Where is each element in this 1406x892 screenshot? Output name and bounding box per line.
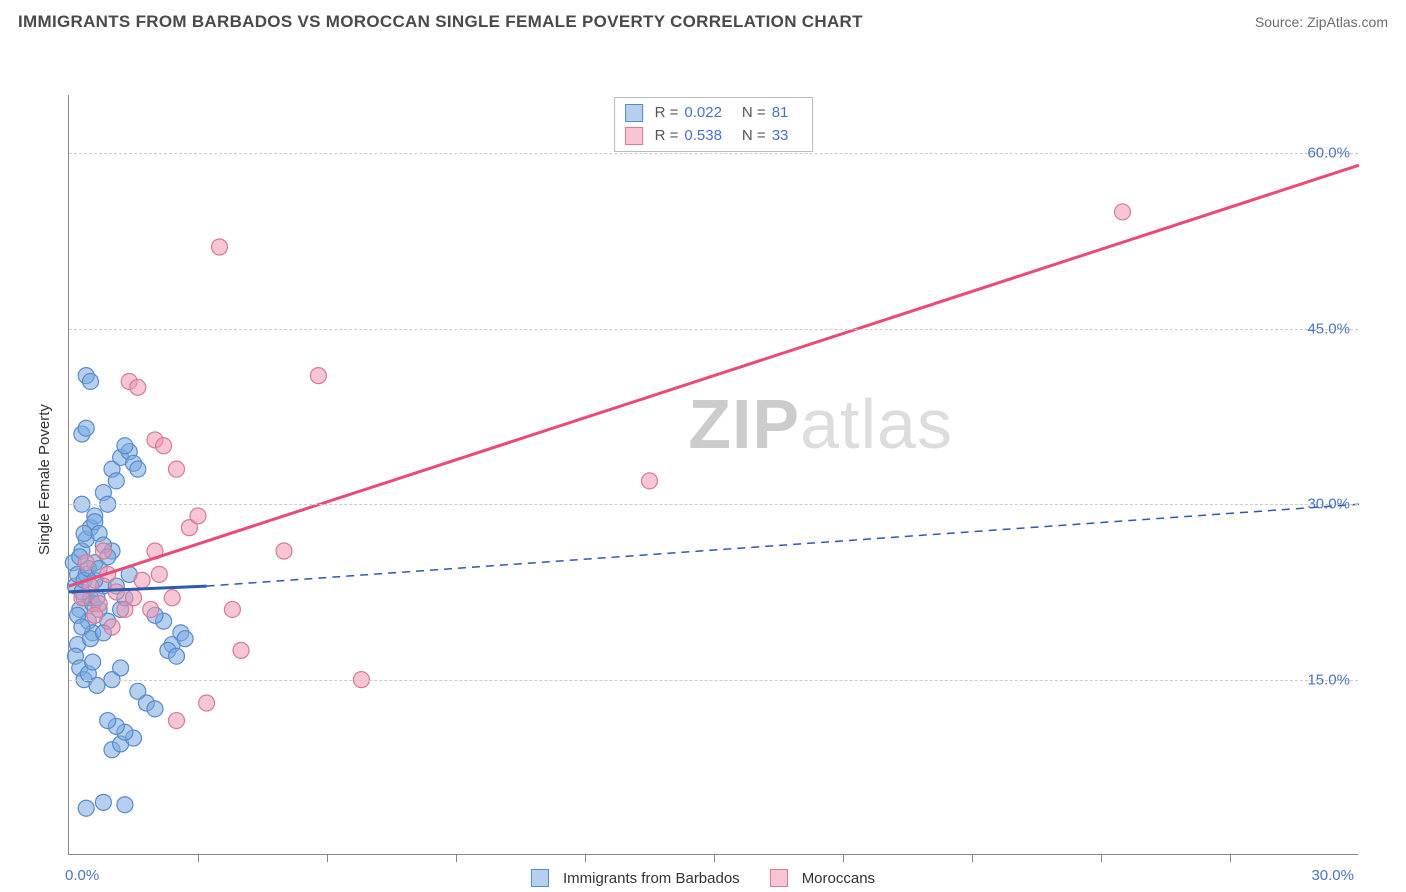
x-tick: [843, 854, 844, 862]
stats-row-2: R = 0.538 N = 33: [625, 125, 803, 148]
scatter-point: [108, 473, 124, 489]
gridline-h: [69, 680, 1358, 681]
scatter-point: [233, 642, 249, 658]
scatter-point: [169, 713, 185, 729]
n-label-2: N =: [742, 125, 766, 148]
plot-area: ZIPatlas R = 0.022 N = 81 R = 0.538 N = …: [68, 95, 1358, 855]
scatter-point: [95, 543, 111, 559]
chart-title: IMMIGRANTS FROM BARBADOS VS MOROCCAN SIN…: [18, 12, 863, 32]
scatter-point: [156, 438, 172, 454]
gridline-h: [69, 153, 1358, 154]
y-tick-label: 45.0%: [1307, 320, 1350, 337]
scatter-point: [169, 461, 185, 477]
legend-item-1: Immigrants from Barbados: [531, 869, 740, 887]
swatch-series-1: [625, 104, 643, 122]
scatter-point: [134, 572, 150, 588]
series-legend: Immigrants from Barbados Moroccans: [531, 869, 875, 887]
y-axis-label: Single Female Poverty: [36, 404, 53, 555]
y-tick-label: 30.0%: [1307, 496, 1350, 513]
trend-line: [69, 165, 1359, 586]
scatter-point: [224, 601, 240, 617]
scatter-point: [310, 368, 326, 384]
y-tick-label: 15.0%: [1307, 671, 1350, 688]
source-attribution: Source: ZipAtlas.com: [1255, 14, 1388, 30]
scatter-point: [164, 590, 180, 606]
correlation-stats-legend: R = 0.022 N = 81 R = 0.538 N = 33: [614, 97, 814, 152]
scatter-point: [1115, 204, 1131, 220]
swatch-series-2: [625, 127, 643, 145]
scatter-point: [78, 420, 94, 436]
scatter-point: [126, 590, 142, 606]
r-value-2: 0.538: [684, 125, 722, 148]
scatter-point: [117, 438, 133, 454]
scatter-point: [85, 654, 101, 670]
scatter-point: [642, 473, 658, 489]
legend-swatch-2: [770, 869, 788, 887]
x-tick: [972, 854, 973, 862]
scatter-point: [190, 508, 206, 524]
scatter-point: [151, 566, 167, 582]
legend-item-2: Moroccans: [770, 869, 875, 887]
scatter-point: [117, 797, 133, 813]
chart-svg: [69, 95, 1359, 855]
x-tick: [1230, 854, 1231, 862]
x-tick: [327, 854, 328, 862]
x-max-label: 30.0%: [1311, 867, 1354, 884]
stats-row-1: R = 0.022 N = 81: [625, 102, 803, 125]
n-value-2: 33: [772, 125, 789, 148]
scatter-point: [130, 379, 146, 395]
scatter-point: [143, 601, 159, 617]
x-tick: [1101, 854, 1102, 862]
scatter-point: [78, 800, 94, 816]
scatter-point: [130, 461, 146, 477]
scatter-point: [276, 543, 292, 559]
scatter-point: [199, 695, 215, 711]
chart-header: IMMIGRANTS FROM BARBADOS VS MOROCCAN SIN…: [0, 0, 1406, 40]
x-min-label: 0.0%: [65, 867, 99, 884]
scatter-point: [100, 713, 116, 729]
chart-container: Single Female Poverty ZIPatlas R = 0.022…: [18, 40, 1388, 850]
legend-label-1: Immigrants from Barbados: [563, 870, 740, 887]
r-label-2: R =: [655, 125, 679, 148]
r-label-1: R =: [655, 102, 679, 125]
y-tick-label: 60.0%: [1307, 145, 1350, 162]
trend-line: [207, 504, 1359, 586]
scatter-point: [177, 631, 193, 647]
legend-label-2: Moroccans: [802, 870, 875, 887]
scatter-point: [212, 239, 228, 255]
n-label-1: N =: [742, 102, 766, 125]
x-tick: [714, 854, 715, 862]
scatter-point: [78, 555, 94, 571]
scatter-point: [95, 794, 111, 810]
n-value-1: 81: [772, 102, 789, 125]
x-tick: [456, 854, 457, 862]
scatter-point: [87, 607, 103, 623]
x-tick: [585, 854, 586, 862]
gridline-h: [69, 504, 1358, 505]
scatter-point: [76, 525, 92, 541]
scatter-point: [83, 373, 99, 389]
scatter-point: [113, 660, 129, 676]
legend-swatch-1: [531, 869, 549, 887]
scatter-point: [104, 619, 120, 635]
x-tick: [198, 854, 199, 862]
scatter-point: [130, 683, 146, 699]
scatter-point: [169, 648, 185, 664]
gridline-h: [69, 329, 1358, 330]
r-value-1: 0.022: [684, 102, 722, 125]
scatter-point: [108, 584, 124, 600]
scatter-point: [147, 701, 163, 717]
